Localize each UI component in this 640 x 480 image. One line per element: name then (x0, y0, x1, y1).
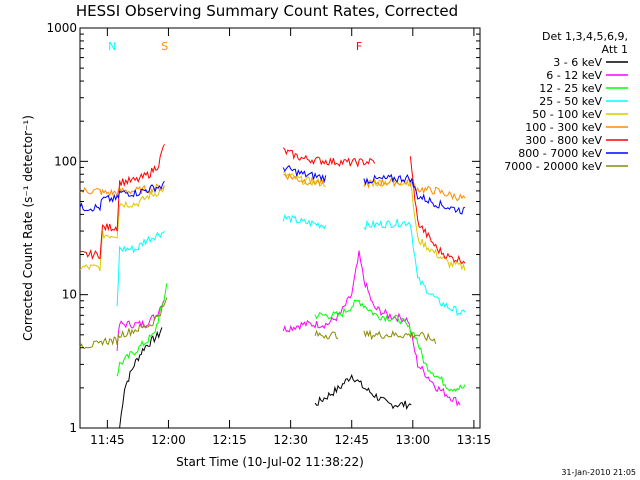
series-path (314, 329, 339, 340)
x-tick-label: 11:45 (90, 433, 125, 447)
y-tick-label: 1000 (46, 21, 77, 35)
series-line (79, 172, 466, 202)
series-path (363, 173, 466, 215)
series-path (79, 144, 165, 261)
series-layer (79, 144, 466, 429)
series-path (283, 172, 327, 186)
series-path (79, 185, 165, 272)
legend-entry-label: 300 - 800 keV (525, 134, 602, 147)
y-tick-label: 100 (54, 154, 77, 168)
legend-entry-label: 6 - 12 keV (546, 69, 602, 82)
y-axis-label: Corrected Count Rate (s⁻¹ detector⁻¹) (21, 115, 35, 341)
marker-label: F (356, 40, 362, 53)
series-path (409, 156, 466, 265)
series-line (79, 165, 466, 215)
x-axis-label: Start Time (10-Jul-02 11:38:22) (176, 455, 364, 469)
legend-entry-label: 12 - 25 keV (539, 82, 602, 95)
series-path (79, 297, 168, 350)
series-line (116, 250, 461, 407)
series-path (314, 299, 466, 392)
series-path (116, 283, 168, 377)
legend-entry-label: 25 - 50 keV (539, 95, 602, 108)
legend-entry-label: 100 - 300 keV (525, 121, 602, 134)
marker-label: S (161, 40, 168, 53)
marker-label: N (108, 40, 116, 53)
series-path (363, 218, 466, 317)
y-tick-label: 10 (62, 288, 77, 302)
plot-frame (79, 27, 481, 429)
series-path (282, 250, 461, 407)
series-path (79, 180, 165, 212)
legend-entry-label: 7000 - 20000 keV (504, 160, 602, 173)
series-line (116, 283, 466, 392)
series-path (282, 213, 327, 230)
x-tick-label: 12:15 (212, 433, 247, 447)
series-path (363, 177, 466, 272)
series-line (119, 327, 412, 429)
x-tick-label: 12:00 (151, 433, 186, 447)
series-line (79, 170, 466, 272)
x-axis: 11:45 12:00 12:15 12:30 12:45 13:00 13:15 (90, 28, 491, 447)
x-tick-label: 13:15 (457, 433, 492, 447)
series-path (363, 329, 437, 344)
legend-entry-label: 3 - 6 keV (553, 56, 602, 69)
series-line (79, 144, 466, 265)
legend-header-attenuator: Att 1 (602, 43, 628, 56)
legend-header-detectors: Det 1,3,4,5,6,9, (542, 30, 628, 43)
series-path (116, 230, 165, 307)
timestamp: 31-Jan-2010 21:05 (561, 468, 636, 477)
legend-entry-label: 50 - 100 keV (532, 108, 602, 121)
series-line (116, 213, 466, 317)
series-path (282, 165, 327, 184)
series-path (119, 327, 163, 429)
series-line (79, 297, 437, 350)
legend-entry-label: 800 - 7000 keV (518, 147, 602, 160)
x-tick-label: 12:30 (273, 433, 308, 447)
x-tick-label: 12:45 (334, 433, 369, 447)
series-path (363, 177, 466, 202)
series-path (282, 147, 376, 168)
y-axis: 1 10 100 1000 (46, 21, 480, 435)
y-tick-label: 1 (69, 421, 77, 435)
x-tick-label: 13:00 (396, 433, 431, 447)
chart-title: HESSI Observing Summary Count Rates, Cor… (76, 2, 458, 20)
series-path (314, 373, 412, 411)
